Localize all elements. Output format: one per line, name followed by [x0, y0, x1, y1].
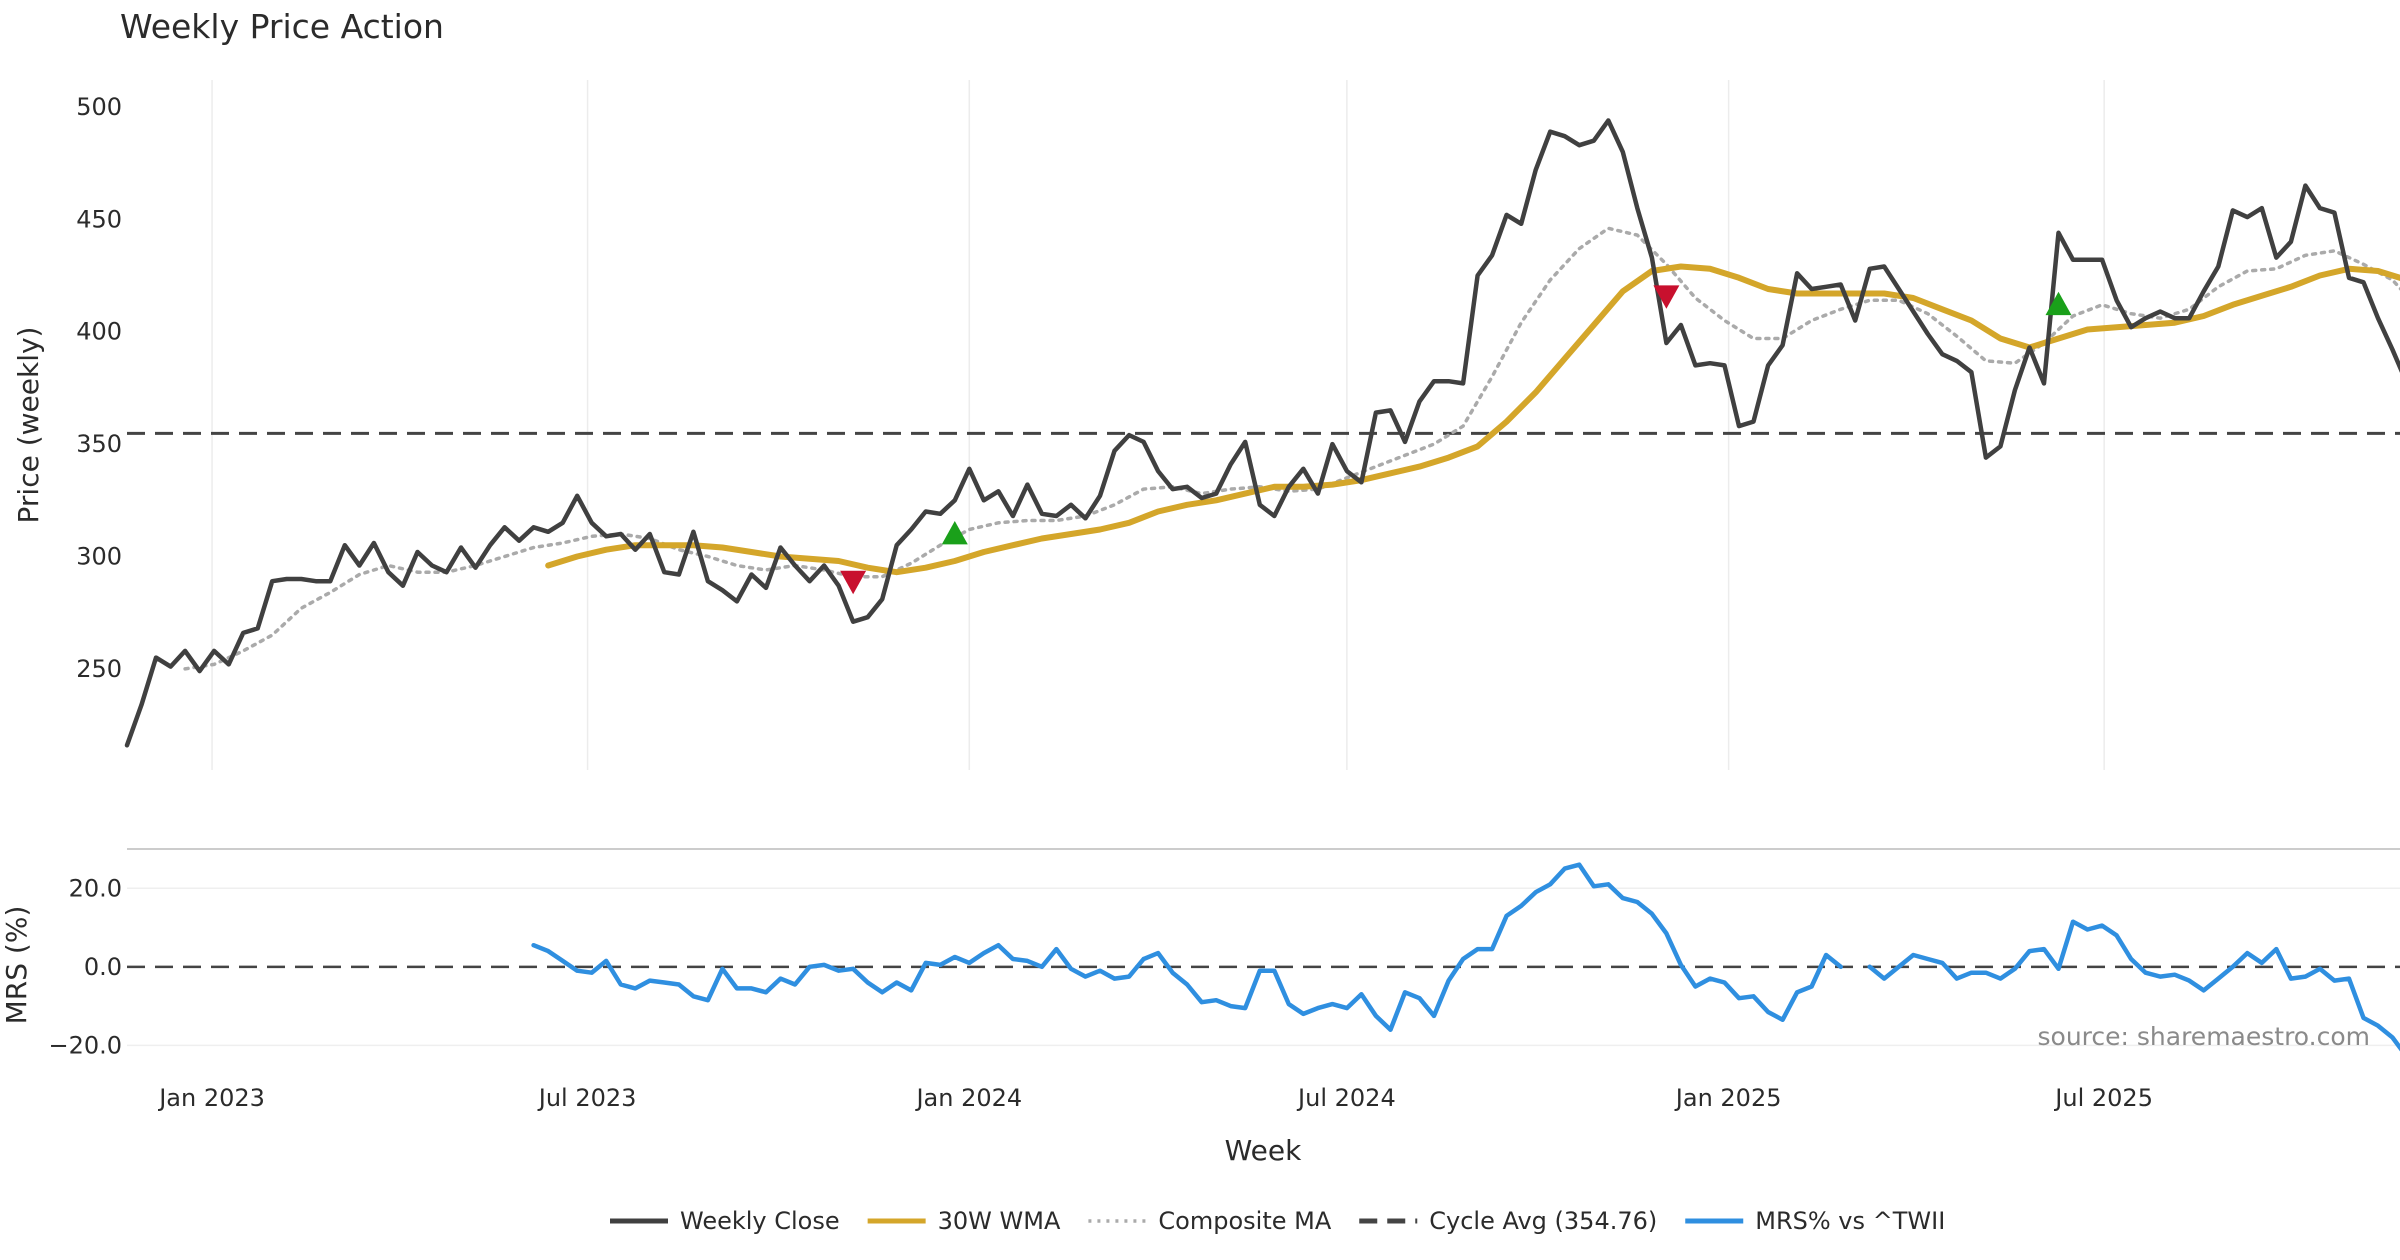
legend-label: Composite MA: [1158, 1207, 1331, 1235]
price-y-tick-label: 300: [76, 542, 122, 570]
legend-label: Weekly Close: [680, 1207, 840, 1235]
x-axis-ticks: Jan 2023 Jul 2023 Jan 2024 Jul 2024 Jan 2025…: [157, 1084, 2153, 1112]
x-tick-label: Jul 2025: [2053, 1084, 2153, 1112]
x-tick-label: Jan 2025: [1674, 1084, 1782, 1112]
x-tick-label: Jan 2023: [157, 1084, 265, 1112]
price-series-lines: [124, 118, 2400, 748]
x-tick-label: Jul 2023: [537, 1084, 637, 1112]
mrs-y-tick-label: −20.0: [48, 1031, 122, 1059]
price-gridlines: [211, 80, 2105, 770]
weekly-close-line: [124, 118, 2400, 748]
mrs-y-ticks: 20.0 0.0 −20.0: [48, 874, 122, 1059]
price-y-tick-label: 400: [76, 318, 122, 346]
source-note: source: sharemaestro.com: [2038, 1022, 2371, 1051]
mrs-y-tick-label: 20.0: [69, 874, 122, 902]
price-y-ticks: 250 300 350 400 450 500: [76, 93, 122, 683]
price-y-tick-label: 250: [76, 655, 122, 683]
mrs-gridlines: [127, 887, 2400, 1047]
price-y-axis-label: Price (weekly): [12, 327, 45, 524]
buy-signal-marker: [2045, 291, 2072, 316]
mrs-y-axis-label: MRS (%): [0, 906, 33, 1025]
chart-title: Weekly Price Action: [120, 7, 444, 46]
mrs-vs-twii-line: [531, 862, 2400, 1052]
mrs-series-lines: [531, 862, 2400, 1052]
x-tick-label: Jan 2024: [914, 1084, 1022, 1112]
signal-markers: [840, 285, 2072, 595]
30w-wma-line: [545, 263, 2400, 576]
legend-label: MRS% vs ^TWII: [1755, 1207, 1945, 1235]
legend-label: 30W WMA: [938, 1207, 1061, 1235]
composite-ma-line: [183, 226, 2400, 671]
sell-signal-marker: [1653, 285, 1680, 309]
price-y-tick-label: 350: [76, 430, 122, 458]
price-y-tick-label: 500: [76, 93, 122, 121]
buy-signal-marker: [941, 521, 968, 545]
legend-label: Cycle Avg (354.76): [1429, 1207, 1657, 1235]
sell-signal-marker: [840, 570, 867, 595]
price-y-tick-label: 450: [76, 205, 122, 233]
legend: Weekly Close 30W WMA Composite MA Cycle Avg…: [610, 1207, 1945, 1235]
mrs-y-tick-label: 0.0: [84, 953, 122, 981]
x-tick-label: Jul 2024: [1296, 1084, 1396, 1112]
x-axis-label: Week: [1225, 1134, 1302, 1167]
